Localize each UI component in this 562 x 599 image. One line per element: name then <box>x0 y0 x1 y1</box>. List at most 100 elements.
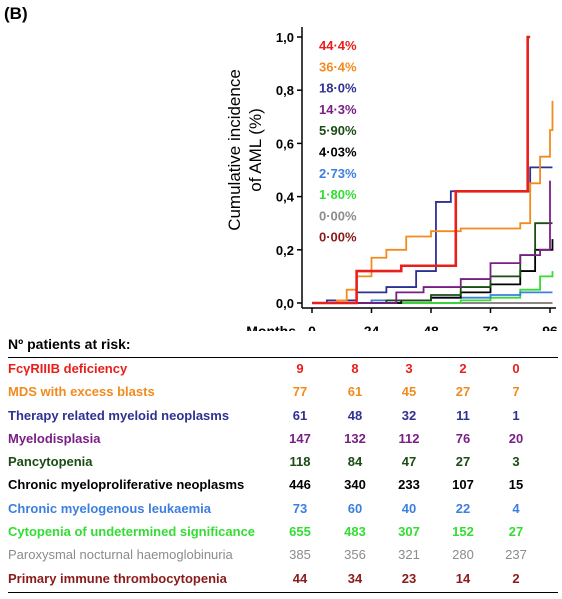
series-line-fcgr <box>312 35 531 305</box>
risk-row-cytopenia: Cytopenia of undetermined significance 65… <box>8 520 558 543</box>
risk-row-value: 4 <box>512 500 520 516</box>
series-label-pnh: 0·00% <box>319 208 357 223</box>
risk-row-fcgr: FcγRIIIB deficiency 9 8 3 2 0 <box>8 357 558 380</box>
risk-row-value: 2 <box>459 361 467 376</box>
risk-row-value: 8 <box>351 361 359 376</box>
risk-table-top-rule <box>8 357 558 358</box>
series-line-myelo <box>312 180 551 304</box>
risk-row-value: 280 <box>452 547 474 563</box>
series-label-pancyto: 5·90% <box>319 123 357 138</box>
risk-row-itp: Primary immune thrombocytopenia 44 34 23 14 2 <box>8 567 558 590</box>
series-label-chronic_mpn: 4·03% <box>319 145 357 160</box>
series-label-itp: 0·00% <box>319 230 357 245</box>
risk-row-value: 76 <box>455 430 471 446</box>
y-tick-label: 0,4 <box>276 190 295 205</box>
risk-row-value: 47 <box>401 454 417 470</box>
risk-table-rows: FcγRIIIB deficiency 9 8 3 2 0 MDS with excess … <box>8 357 558 590</box>
risk-row-value: 152 <box>452 524 474 540</box>
series-line-chronic_mpn <box>312 239 554 304</box>
series-label-cml: 2·73% <box>319 166 357 181</box>
series-line-cytopenia <box>312 271 554 304</box>
x-tick-label: 48 <box>423 323 439 331</box>
risk-row-value: 27 <box>508 524 524 540</box>
risk-row-value: 45 <box>401 384 417 400</box>
risk-row-value: 48 <box>347 407 363 423</box>
series-line-mds <box>312 100 554 304</box>
risk-row-value: 356 <box>344 547 366 563</box>
risk-row-therapy: Therapy related myeloid neoplasms 61 48 32 1… <box>8 404 558 427</box>
risk-row-value: 61 <box>292 407 308 423</box>
risk-row-name: Pancytopenia <box>8 454 93 470</box>
risk-table-bottom-rule <box>8 592 558 593</box>
risk-table-header: Nº patients at risk: <box>8 336 131 352</box>
risk-row-value: 73 <box>292 500 308 516</box>
series-label-cytopenia: 1·80% <box>319 187 357 202</box>
risk-row-value: 483 <box>344 524 366 540</box>
series-label-myelo: 14·3% <box>319 102 357 117</box>
risk-row-value: 40 <box>401 500 417 516</box>
risk-row-value: 2 <box>512 570 520 586</box>
x-axis-title: Months <box>246 323 296 331</box>
risk-row-name: MDS with excess blasts <box>8 384 155 400</box>
risk-row-value: 655 <box>289 524 311 540</box>
risk-row-value: 321 <box>398 547 420 563</box>
risk-row-value: 1 <box>512 407 520 423</box>
panel-label: (B) <box>4 4 28 23</box>
risk-row-value: 132 <box>344 430 366 446</box>
y-axis-title: Cumulative incidence of AML (%) <box>225 69 265 231</box>
risk-row-name: Chronic myeloproliferative neoplasms <box>8 477 245 493</box>
risk-row-value: 107 <box>452 477 474 493</box>
risk-row-name: Therapy related myeloid neoplasms <box>8 407 230 423</box>
risk-row-value: 61 <box>347 384 363 400</box>
risk-row-value: 3 <box>405 361 413 376</box>
risk-row-chronic_mpn: Chronic myeloproliferative neoplasms 446 3… <box>8 473 558 496</box>
risk-row-value: 237 <box>505 547 527 563</box>
y-tick-label: 1,0 <box>276 30 294 45</box>
risk-row-pnh: Paroxysmal nocturnal haemoglobinuria 385 3… <box>8 543 558 566</box>
risk-row-name: Chronic myelogenous leukaemia <box>8 500 212 516</box>
series-label-mds: 36·4% <box>319 59 357 74</box>
risk-row-value: 15 <box>508 477 524 493</box>
risk-row-value: 22 <box>455 500 471 516</box>
y-tick-label: 0,0 <box>276 296 294 311</box>
risk-row-pancyto: Pancytopenia 118 84 47 27 3 <box>8 450 558 473</box>
y-tick-label: 0,2 <box>276 243 294 258</box>
x-tick-label: 72 <box>483 323 499 331</box>
risk-row-value: 84 <box>347 454 363 470</box>
risk-row-value: 112 <box>398 430 420 446</box>
risk-row-value: 34 <box>347 570 363 586</box>
series-label-therapy: 18·0% <box>319 81 357 96</box>
risk-row-value: 11 <box>456 407 470 423</box>
risk-row-value: 307 <box>398 524 420 540</box>
risk-row-value: 233 <box>398 477 420 493</box>
series-label-fcgr: 44·4% <box>319 38 357 53</box>
risk-row-name: FcγRIIIB deficiency <box>8 361 128 376</box>
risk-row-name: Paroxysmal nocturnal haemoglobinuria <box>8 547 233 563</box>
risk-row-value: 3 <box>512 454 520 470</box>
risk-row-value: 32 <box>401 407 417 423</box>
risk-row-value: 118 <box>289 454 311 470</box>
risk-row-value: 27 <box>455 384 471 400</box>
risk-row-value: 7 <box>512 384 520 400</box>
x-tick-label: 96 <box>542 323 558 331</box>
x-tick-label: 0 <box>308 323 316 331</box>
risk-row-mds: MDS with excess blasts 77 61 45 27 7 <box>8 380 558 403</box>
risk-row-name: Cytopenia of undetermined significance <box>8 524 256 540</box>
risk-table: Nº patients at risk: FcγRIIIB deficiency… <box>8 331 558 593</box>
y-tick-label: 0,8 <box>276 83 294 98</box>
risk-row-cml: Chronic myelogenous leukaemia 73 60 40 22 4 <box>8 497 558 520</box>
risk-row-value: 77 <box>292 384 308 400</box>
risk-row-value: 27 <box>455 454 471 470</box>
risk-row-value: 14 <box>455 570 471 586</box>
risk-row-value: 340 <box>344 477 366 493</box>
risk-row-value: 0 <box>512 361 520 376</box>
risk-row-name: Myelodisplasia <box>8 430 101 446</box>
risk-row-value: 385 <box>289 547 311 563</box>
y-tick-label: 0,6 <box>276 136 294 151</box>
risk-row-value: 60 <box>347 500 363 516</box>
cumulative-incidence-chart: 0,0 0,2 0,4 0,6 0,8 1,0 Cumulative incidence of… <box>225 27 558 331</box>
risk-row-myelo: Myelodisplasia 147 132 112 76 20 <box>8 427 558 450</box>
x-tick-label: 24 <box>364 323 380 331</box>
risk-row-value: 44 <box>292 570 308 586</box>
risk-row-value: 20 <box>508 430 524 446</box>
